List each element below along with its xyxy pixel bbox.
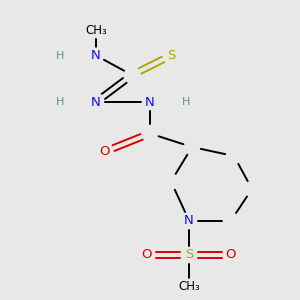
- Text: O: O: [142, 248, 152, 262]
- Text: N: N: [91, 49, 101, 62]
- Text: N: N: [184, 214, 194, 227]
- Text: S: S: [185, 248, 193, 262]
- Text: O: O: [226, 248, 236, 262]
- Text: N: N: [91, 95, 101, 109]
- Text: N: N: [145, 95, 155, 109]
- Text: O: O: [100, 145, 110, 158]
- Text: CH₃: CH₃: [85, 23, 107, 37]
- Text: CH₃: CH₃: [178, 280, 200, 293]
- Text: S: S: [167, 49, 175, 62]
- Text: H: H: [182, 97, 190, 107]
- Text: H: H: [56, 97, 64, 107]
- Text: H: H: [56, 50, 64, 61]
